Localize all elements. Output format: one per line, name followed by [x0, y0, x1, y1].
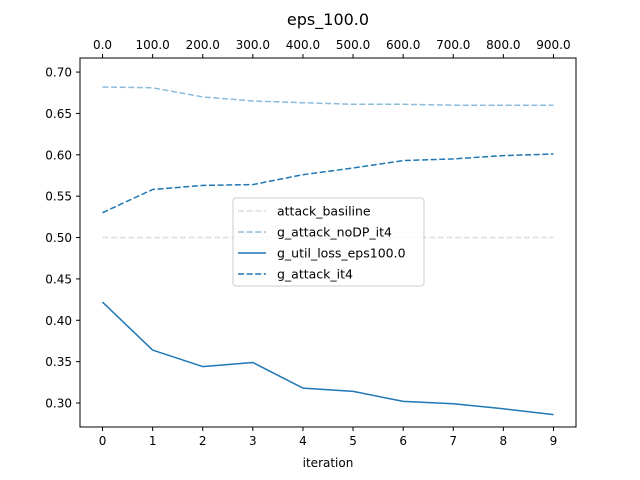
x-tick-label: 6	[399, 434, 407, 448]
x-tick-label: 0	[99, 434, 107, 448]
y-tick-label: 0.70	[45, 66, 72, 80]
legend-label: g_util_loss_eps100.0	[277, 246, 406, 261]
x-tick-label: 3	[249, 434, 257, 448]
legend-label: g_attack_noDP_it4	[277, 225, 392, 240]
y-tick-label: 0.60	[45, 148, 72, 162]
plot-area-frame	[79, 57, 577, 428]
x-tick-label: 9	[550, 434, 558, 448]
y-tick-label: 0.65	[45, 107, 72, 121]
x-tick-label: 4	[299, 434, 307, 448]
top-x-tick-label: 900.0	[536, 38, 570, 52]
top-x-tick-label: 0.0	[93, 38, 112, 52]
series-line-g_attack_it4	[102, 153, 554, 214]
top-x-tick-label: 600.0	[386, 38, 420, 52]
top-x-tick-label: 100.0	[135, 38, 169, 52]
top-x-tick-label: 500.0	[336, 38, 370, 52]
y-tick-label: 0.50	[45, 231, 72, 245]
top-x-tick-label: 300.0	[236, 38, 270, 52]
chart-title: eps_100.0	[287, 10, 369, 30]
x-tick-label: 2	[199, 434, 207, 448]
legend: attack_basiline g_attack_noDP_it4 g_util_l…	[232, 197, 425, 287]
y-tick-label: 0.45	[45, 272, 72, 286]
top-x-tick-label: 800.0	[486, 38, 520, 52]
y-tick-label: 0.55	[45, 190, 72, 204]
axes-layer: 0 1 2 3 4 5 6 7 8 9 0.0 100.0 200.0 300.0 400.0 500.0 60…	[45, 38, 570, 448]
legend-box	[232, 197, 425, 287]
x-tick-label: 5	[349, 434, 357, 448]
y-tick-label: 0.40	[45, 314, 72, 328]
legend-label: attack_basiline	[277, 204, 371, 219]
top-x-tick-label: 200.0	[186, 38, 220, 52]
x-tick-label: 8	[500, 434, 508, 448]
top-x-tick-label: 400.0	[286, 38, 320, 52]
y-tick-label: 0.35	[45, 355, 72, 369]
series-line-g_attack_noDP_it4	[102, 86, 554, 106]
series-line-g_util_loss_eps100.0	[101, 301, 554, 416]
x-tick-label: 1	[149, 434, 157, 448]
x-axis-label: iteration	[303, 456, 354, 470]
legend-label: g_attack_it4	[277, 267, 353, 282]
x-tick-label: 7	[449, 434, 457, 448]
y-tick-label: 0.30	[45, 397, 72, 411]
top-x-tick-label: 700.0	[436, 38, 470, 52]
